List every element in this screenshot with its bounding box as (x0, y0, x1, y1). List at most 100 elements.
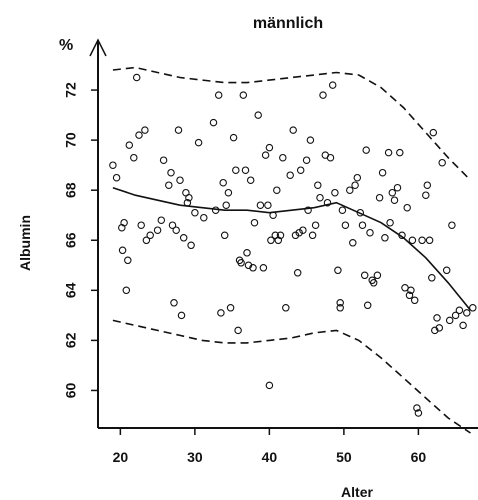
data-point (183, 198, 192, 207)
y-tick-label: 72 (63, 82, 79, 98)
data-point (265, 143, 274, 152)
data-point (299, 226, 307, 234)
data-point (362, 146, 370, 154)
data-point (438, 158, 446, 167)
data-point (442, 266, 451, 275)
data-point (246, 176, 255, 184)
data-point (289, 126, 297, 134)
data-point (167, 168, 175, 177)
data-point (209, 118, 218, 127)
data-point (414, 409, 423, 417)
data-point (261, 151, 270, 159)
data-point (135, 131, 143, 139)
data-point (459, 321, 467, 330)
data-point (360, 271, 369, 280)
data-point (269, 211, 277, 219)
data-point (358, 221, 367, 229)
data-point (396, 148, 404, 157)
data-point (125, 141, 134, 149)
data-point (187, 241, 195, 250)
x-tick-label: 40 (262, 449, 278, 465)
data-point (407, 286, 415, 295)
data-point (200, 213, 208, 222)
data-point (349, 239, 357, 247)
data-point (194, 138, 203, 147)
data-point (393, 183, 402, 192)
data-point (130, 153, 138, 162)
data-point (413, 404, 421, 412)
data-point (120, 218, 128, 227)
data-point (165, 181, 173, 189)
data-point (259, 264, 268, 272)
data-point (378, 168, 387, 177)
data-point (142, 236, 151, 245)
data-point (146, 231, 154, 240)
data-point (276, 231, 285, 240)
data-point (336, 304, 344, 312)
data-point (141, 126, 149, 134)
data-point (433, 314, 441, 322)
data-point (369, 279, 378, 287)
x-axis-label: Alter (341, 484, 373, 500)
x-tick-label: 20 (113, 449, 129, 465)
data-point (220, 231, 229, 240)
data-point (363, 301, 372, 310)
data-point (267, 236, 275, 245)
data-point (410, 296, 419, 305)
data-point (109, 161, 117, 169)
data-point (338, 206, 347, 214)
data-point (314, 181, 322, 189)
data-point (455, 306, 464, 315)
data-point (302, 156, 311, 164)
y-tick-label: 62 (63, 332, 79, 348)
points-group (109, 73, 477, 417)
smooth-fit-line (112, 186, 472, 311)
data-point (232, 166, 240, 174)
confidence-band-line (112, 66, 472, 181)
data-point (112, 173, 121, 182)
y-tick-label: 66 (63, 232, 79, 248)
data-point (295, 228, 303, 237)
data-point (172, 226, 180, 234)
data-point (425, 236, 434, 245)
data-point (353, 173, 362, 182)
data-point (351, 181, 359, 189)
data-point (403, 203, 411, 212)
y-tick-label: 60 (63, 382, 79, 398)
data-point (304, 206, 312, 214)
data-point (217, 309, 225, 317)
data-point (137, 221, 145, 229)
data-point (273, 186, 281, 194)
data-point (234, 326, 242, 335)
data-point (132, 73, 141, 82)
data-point (429, 128, 438, 137)
data-point (356, 208, 365, 217)
data-point (249, 264, 257, 272)
data-point (168, 221, 177, 229)
data-point (177, 311, 186, 320)
data-point (159, 156, 168, 164)
x-tick-label: 30 (187, 449, 203, 465)
y-axis-label: Albumin (17, 215, 33, 271)
data-point (256, 201, 265, 209)
data-point (157, 216, 166, 224)
data-point (435, 324, 444, 332)
data-point (286, 171, 294, 179)
data-point (334, 266, 342, 275)
data-point (381, 234, 389, 242)
data-point (250, 218, 259, 227)
chart-title: männlich (253, 15, 323, 32)
data-point (451, 311, 460, 320)
data-point (265, 381, 274, 390)
data-point (176, 176, 184, 184)
data-point (211, 206, 220, 214)
y-tick-label: 70 (63, 132, 79, 148)
y-tick-label: 68 (63, 182, 79, 198)
data-point (341, 221, 350, 229)
data-point (428, 274, 436, 282)
axes-group: 60 62 64 66 68 70 72 20 30 40 50 60 (63, 38, 478, 465)
data-point (448, 221, 456, 229)
data-point (153, 226, 162, 234)
data-point (296, 166, 305, 174)
data-point (319, 91, 327, 99)
